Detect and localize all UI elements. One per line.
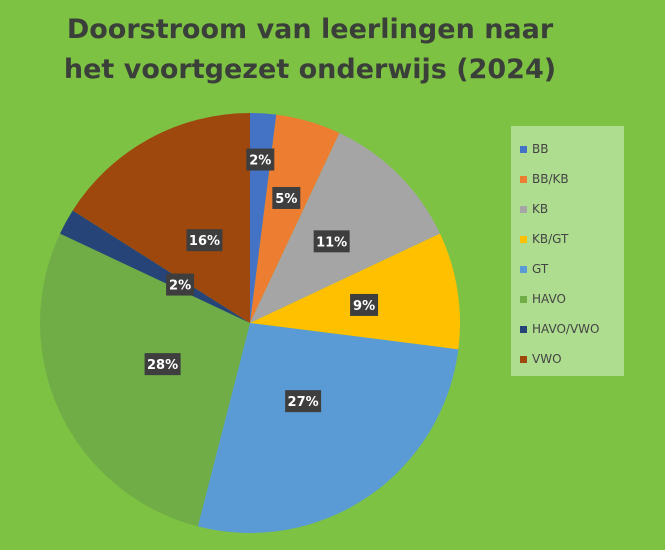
legend-label: VWO (532, 352, 562, 366)
svg-text:28%: 28% (147, 358, 178, 373)
svg-text:27%: 27% (288, 395, 319, 410)
legend-label: HAVO (532, 292, 566, 306)
legend-label: BB/KB (532, 172, 569, 186)
legend-item-vwo: VWO (520, 344, 624, 374)
legend-swatch (520, 355, 527, 363)
legend-item-havo: HAVO (520, 284, 624, 314)
legend-label: KB/GT (532, 232, 569, 246)
legend-item-bb-kb: BB/KB (520, 164, 624, 194)
legend-swatch (520, 295, 527, 303)
data-label-kb-gt: 9% (350, 293, 379, 316)
legend-label: KB (532, 202, 549, 216)
legend-label: BB (532, 142, 549, 156)
pie-slice-kb (250, 132, 441, 323)
chart-title: Doorstroom van leerlingen naar het voort… (0, 10, 620, 90)
legend-label: GT (532, 262, 549, 276)
data-label-havo: 28% (144, 353, 181, 376)
legend-item-gt: GT (520, 254, 624, 284)
legend-swatch (520, 325, 527, 333)
pie-labels: 2% 5% 11% 9% 27% 28% 2% 16% (144, 148, 379, 413)
pie-slice-havo-vwo (59, 210, 250, 323)
legend-swatch (520, 235, 527, 243)
data-label-kb: 11% (313, 230, 350, 253)
svg-text:2%: 2% (249, 154, 271, 169)
pie-slice-havo (39, 233, 250, 527)
legend-item-kb-gt: KB/GT (520, 224, 624, 254)
pie-slice-gt (197, 323, 459, 534)
data-label-gt: 27% (285, 390, 322, 413)
pie-slice-kb-gt (250, 233, 460, 350)
legend-item-havo-vwo: HAVO/VWO (520, 314, 624, 344)
svg-text:16%: 16% (189, 234, 220, 249)
legend-label: HAVO/VWO (532, 322, 600, 336)
legend-item-bb: BB (520, 134, 624, 164)
svg-text:11%: 11% (316, 235, 347, 250)
pie-slices (39, 113, 460, 534)
chart-title-line-1: Doorstroom van leerlingen naar (66, 14, 554, 45)
legend-swatch (520, 175, 527, 183)
legend: BB BB/KB KB KB/GT GT HAVO HAVO/VWO VWO (511, 126, 624, 376)
data-label-bb: 2% (246, 148, 275, 171)
svg-text:2%: 2% (169, 279, 191, 294)
legend-swatch (520, 265, 527, 273)
data-label-havo-vwo: 2% (166, 273, 195, 296)
data-label-bb-kb: 5% (272, 186, 301, 209)
svg-text:5%: 5% (275, 192, 297, 207)
data-label-vwo: 16% (186, 229, 223, 252)
svg-text:9%: 9% (353, 299, 375, 314)
legend-swatch (520, 205, 527, 213)
legend-swatch (520, 145, 527, 153)
pie-slice-vwo (72, 113, 251, 323)
chart-title-line-2: het voortgezet onderwijs (2024) (63, 54, 557, 85)
legend-item-kb: KB (520, 194, 624, 224)
